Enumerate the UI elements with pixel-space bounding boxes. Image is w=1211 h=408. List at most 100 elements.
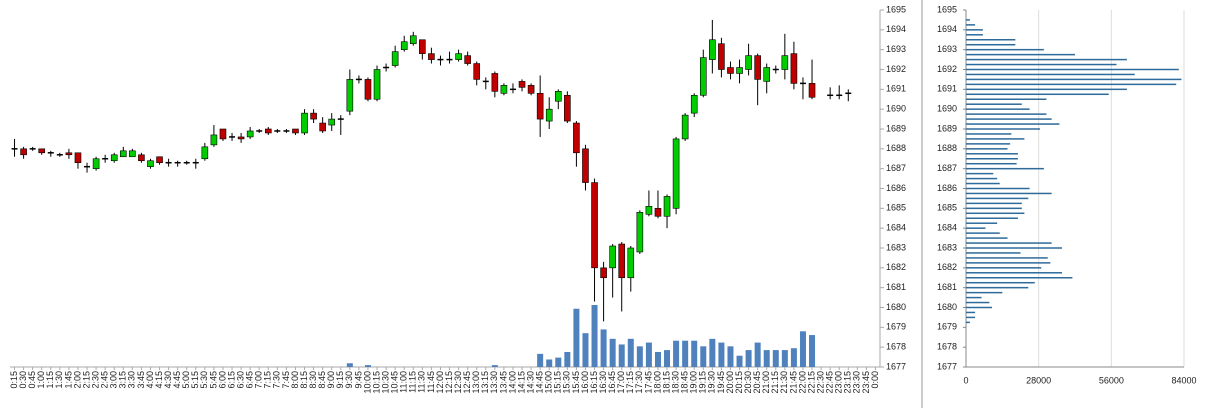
x-tick-label: 8:45 <box>317 371 327 389</box>
profile-bar <box>966 143 1011 145</box>
x-tick-label: 11:45 <box>426 371 436 393</box>
profile-bar <box>966 162 1017 165</box>
profile-bar <box>966 133 1012 135</box>
candle-body <box>745 55 752 70</box>
candle-body <box>464 55 471 64</box>
profile-bar <box>966 182 1000 185</box>
profile-bar <box>966 286 1029 289</box>
profile-bar <box>966 252 1021 254</box>
candle-body <box>219 128 227 140</box>
x-tick-label: 15:00 <box>544 371 554 394</box>
x-tick-label: 1:30 <box>54 371 64 389</box>
profile-bar <box>966 73 1135 76</box>
candle-body <box>681 114 689 140</box>
x-tick-label: 19:45 <box>716 371 726 394</box>
x-tick-label: 14:15 <box>516 371 526 394</box>
candle-body <box>636 212 644 253</box>
x-tick-label: 19:15 <box>698 371 708 394</box>
candle-body <box>736 67 743 74</box>
profile-bar <box>966 93 1109 96</box>
candle-body <box>627 247 635 279</box>
y-tick-label: 1694 <box>937 24 957 34</box>
x-tick-label: 3:45 <box>136 371 146 389</box>
y-tick-label: 1684 <box>937 223 957 233</box>
candle-body <box>600 267 607 279</box>
x-tick-label: 22:45 <box>825 371 835 394</box>
x-tick-label: 5:00 <box>181 371 191 389</box>
x-tick-label: 17:15 <box>625 371 635 394</box>
x-tick-label: 7:30 <box>272 371 282 389</box>
candle-body <box>455 53 462 60</box>
volume-bar <box>600 329 607 367</box>
x-tick-label: 1:45 <box>63 371 73 389</box>
profile-bar <box>966 39 1016 41</box>
volume-bar <box>364 365 371 367</box>
candle-body <box>400 41 408 50</box>
profile-bar <box>966 123 1060 125</box>
x-tick-label: 10:30 <box>380 371 390 394</box>
y-tick-label: 1685 <box>886 203 906 213</box>
x-tick-label: 13:30 <box>489 371 499 394</box>
profile-bar <box>966 98 1047 100</box>
volume-bar <box>636 346 643 367</box>
candle-body <box>582 148 589 183</box>
profile-bar <box>966 301 990 304</box>
x-tick-label: 9:30 <box>344 371 354 389</box>
volume-bar <box>591 305 598 367</box>
x-tick-label: 5:45 <box>208 371 218 389</box>
profile-bar <box>966 281 1035 284</box>
y-tick-label: 1679 <box>886 322 906 332</box>
x-tick-label: 13:00 <box>471 371 481 394</box>
x-tick-label: 21:30 <box>779 371 789 394</box>
volume-bar <box>809 335 816 367</box>
profile-bar <box>966 24 976 26</box>
volume-bar <box>627 338 634 367</box>
candle-body <box>500 85 508 94</box>
y-tick-label: 1690 <box>937 104 957 114</box>
profile-bar <box>966 311 976 314</box>
candlestick-chart: 1677 1678 1679 1680 1681 1682 1683 1684 1685 1686… <box>9 4 906 393</box>
x-tick-label: 0:00 <box>870 371 880 389</box>
candle-body <box>110 154 118 162</box>
candle-body <box>609 245 616 269</box>
volume-bar <box>555 357 562 367</box>
volume-bar <box>491 365 498 367</box>
y-tick-label: 1683 <box>886 242 906 252</box>
x-tick-label: 13:15 <box>480 371 490 394</box>
candle-body <box>92 158 100 169</box>
candle-body <box>727 67 734 74</box>
candle-body <box>564 94 571 122</box>
x-tick-label: 14:45 <box>535 371 545 394</box>
x-tick-label: 21:00 <box>761 371 771 394</box>
x-tick-label: 10:45 <box>390 371 400 394</box>
x-tick-label: 16:00 <box>580 371 590 394</box>
profile-bar <box>966 48 1044 51</box>
candle-body <box>591 182 598 269</box>
x-tick-label: 9:15 <box>335 371 345 389</box>
x-tick-label: 15:30 <box>562 371 572 394</box>
volume-bar <box>537 353 544 367</box>
x-tick-label: 11:00 <box>399 371 409 393</box>
x-tick-label: 2:00 <box>72 371 82 389</box>
candle-body <box>129 150 136 158</box>
x-tick-label: 8:30 <box>308 371 318 389</box>
y-tick-label: 1692 <box>937 64 957 74</box>
x-tick-label: 22:00 <box>797 371 807 394</box>
candle-body <box>20 148 27 156</box>
candle-body <box>346 79 354 112</box>
x-tick-label: 18:00 <box>652 371 662 394</box>
y-tick-label: 1691 <box>886 84 906 94</box>
profile-bar <box>966 118 1052 120</box>
y-tick-label: 1686 <box>937 183 957 193</box>
profile-bar <box>966 158 1018 160</box>
volume-bar <box>772 350 779 367</box>
profile-bar <box>966 296 982 299</box>
x-tick-label: 6:00 <box>217 371 227 389</box>
x-tick-label: 6:30 <box>235 371 245 389</box>
candle-body <box>536 93 544 120</box>
profile-bar <box>966 262 1051 264</box>
x-tick-label: 5:30 <box>199 371 209 389</box>
y-tick-label: 1678 <box>886 342 906 352</box>
volume-bar <box>799 331 806 367</box>
